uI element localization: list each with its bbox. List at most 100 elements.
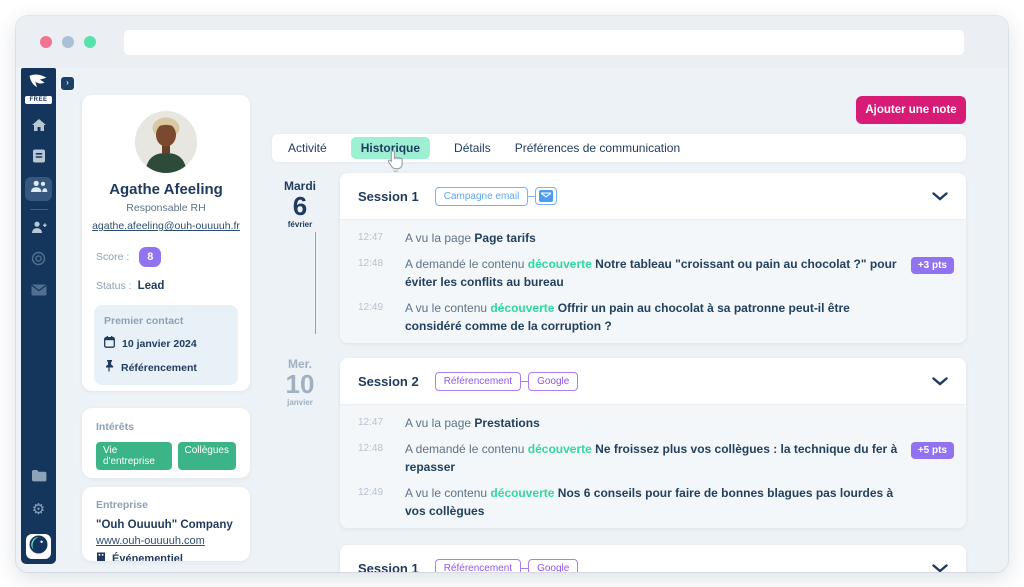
timeline-date-2: Mer. 10 janvier	[268, 357, 332, 407]
chevron-down-icon[interactable]	[932, 191, 948, 201]
contact-profile-card: Agathe Afeeling Responsable RH agathe.af…	[82, 95, 250, 391]
sidebar-item-settings[interactable]: ⚙	[25, 497, 52, 521]
window-zoom-button[interactable]	[84, 36, 96, 48]
building-icon	[96, 552, 106, 561]
interest-tags: Vie d'entreprise Collègues	[96, 442, 236, 470]
session-card: Session 1 Campagne email 12:47 A vu la p…	[340, 173, 966, 343]
timeline-date-1: Mardi 6 février	[268, 179, 332, 229]
session-badges: Campagne email	[434, 186, 558, 206]
date-month: janvier	[287, 398, 313, 407]
activity-row: 12:48 A demandé le contenu découverte Ne…	[340, 441, 966, 476]
score-row: Score : 8	[96, 247, 236, 267]
gear-icon: ⚙	[31, 500, 46, 518]
window-close-button[interactable]	[40, 36, 52, 48]
status-label: Status :	[96, 280, 132, 292]
activity-prefix: A vu la page	[405, 231, 472, 245]
activity-content: Nos 6 conseils pour faire de bonnes blag…	[405, 486, 894, 518]
folder-icon	[31, 469, 47, 487]
activity-row: 12:49 A vu le contenu découverte Nos 6 c…	[340, 485, 966, 520]
sidebar-item-contacts-book[interactable]	[25, 146, 52, 170]
tab-details[interactable]: Détails	[454, 141, 491, 155]
session-title: Session 1	[358, 188, 419, 204]
browser-window: FREE	[16, 16, 1008, 572]
activity-content: Offrir un pain au chocolat à sa patronne…	[405, 301, 850, 333]
sidebar-item-emails[interactable]	[25, 280, 52, 304]
activity-prefix: A vu le contenu	[405, 301, 488, 316]
session-header[interactable]: Session 1 Référencement Google	[340, 545, 966, 572]
source-badge: Google	[528, 558, 579, 572]
date-month: février	[287, 220, 313, 229]
sidebar-item-campaigns[interactable]	[25, 249, 52, 273]
sidebar-item-home[interactable]	[25, 115, 52, 139]
activity-time: 12:47	[358, 232, 384, 243]
session-body: 12:47 A vu la page Page tarifs 12:48 A d…	[340, 219, 966, 343]
sidebar-nav: ⚙	[21, 115, 56, 564]
activity-content: Ne froissez plus vos collègues : la tech…	[405, 442, 898, 474]
target-icon	[31, 251, 46, 271]
sidebar-item-files[interactable]	[25, 466, 52, 490]
browser-chrome	[16, 16, 1008, 68]
window-minimize-button[interactable]	[62, 36, 74, 48]
chevron-down-icon[interactable]	[932, 376, 948, 386]
company-card: Entreprise "Ouh Ouuuuh" Company www.ouh-…	[82, 487, 250, 561]
activity-time: 12:47	[358, 417, 384, 428]
interests-card: Intérêts Vie d'entreprise Collègues	[82, 408, 250, 478]
company-website-link[interactable]: www.ouh-ouuuuh.com	[96, 535, 205, 547]
activity-time: 12:49	[358, 487, 384, 499]
avatar	[135, 111, 197, 173]
session-title: Session 1	[358, 560, 419, 573]
chevron-down-icon[interactable]	[932, 563, 948, 572]
sidebar-item-add-contact[interactable]	[25, 218, 52, 242]
brand-logo: FREE	[25, 74, 52, 104]
session-header[interactable]: Session 2 Référencement Google	[340, 358, 966, 404]
activity-content: Page tarifs	[474, 231, 536, 245]
badge-connector	[528, 195, 536, 197]
add-note-button[interactable]: Ajouter une note	[856, 96, 966, 124]
score-label: Score :	[96, 251, 130, 263]
calendar-icon	[104, 336, 115, 351]
contacts-book-icon	[32, 149, 46, 168]
activity-time: 12:49	[358, 302, 384, 314]
timeline-line	[315, 232, 316, 334]
session-header[interactable]: Session 1 Campagne email	[340, 173, 966, 219]
source-badge: Google	[528, 371, 579, 391]
sidebar-expand-button[interactable]: ›	[61, 77, 74, 90]
session-title: Session 2	[358, 373, 419, 389]
session-badges: Référencement Google	[434, 558, 579, 572]
tab-activite[interactable]: Activité	[288, 141, 327, 155]
tab-preferences-communication[interactable]: Préférences de communication	[514, 141, 681, 155]
activity-keyword: découverte	[527, 257, 592, 272]
session-card: Session 1 Référencement Google	[340, 545, 966, 572]
activity-prefix: A vu le contenu	[405, 486, 488, 501]
app-account-button[interactable]	[26, 534, 51, 559]
source-badge: Campagne email	[434, 186, 529, 206]
date-day: 10	[285, 369, 315, 399]
company-sector: Événementiel	[112, 553, 183, 561]
badge-connector	[521, 380, 529, 382]
app-round-logo-icon	[29, 535, 48, 559]
date-weekday: Mardi	[283, 179, 316, 193]
bird-logo-icon	[27, 74, 49, 94]
tab-historique[interactable]: Historique	[350, 137, 431, 159]
mail-badge-icon	[535, 187, 558, 205]
first-contact-date: 10 janvier 2024	[122, 337, 197, 350]
plan-badge: FREE	[25, 96, 52, 104]
date-day: 6	[292, 191, 308, 221]
activity-content: Prestations	[474, 416, 540, 430]
sidebar-divider	[29, 209, 48, 210]
first-contact-origin: Référencement	[121, 361, 197, 374]
sidebar-item-contacts[interactable]	[25, 177, 52, 201]
contact-email-link[interactable]: agathe.afeeling@ouh-ouuuuh.fr	[92, 220, 240, 232]
activity-row: 12:48 A demandé le contenu découverte No…	[340, 256, 966, 291]
activity-prefix: A vu la page	[405, 416, 472, 430]
pushpin-icon	[104, 360, 114, 375]
activity-row: 12:49 A vu le contenu découverte Offrir …	[340, 300, 966, 335]
home-icon	[31, 118, 47, 137]
user-add-icon	[31, 221, 47, 239]
points-badge: +3 pts	[910, 257, 954, 275]
mail-icon	[31, 283, 47, 301]
browser-url-input[interactable]	[124, 30, 964, 55]
session-body: 12:47 A vu la page Prestations 12:48 A d…	[340, 404, 966, 528]
hand-cursor-icon	[385, 149, 406, 177]
app-sidebar: FREE	[21, 68, 56, 564]
